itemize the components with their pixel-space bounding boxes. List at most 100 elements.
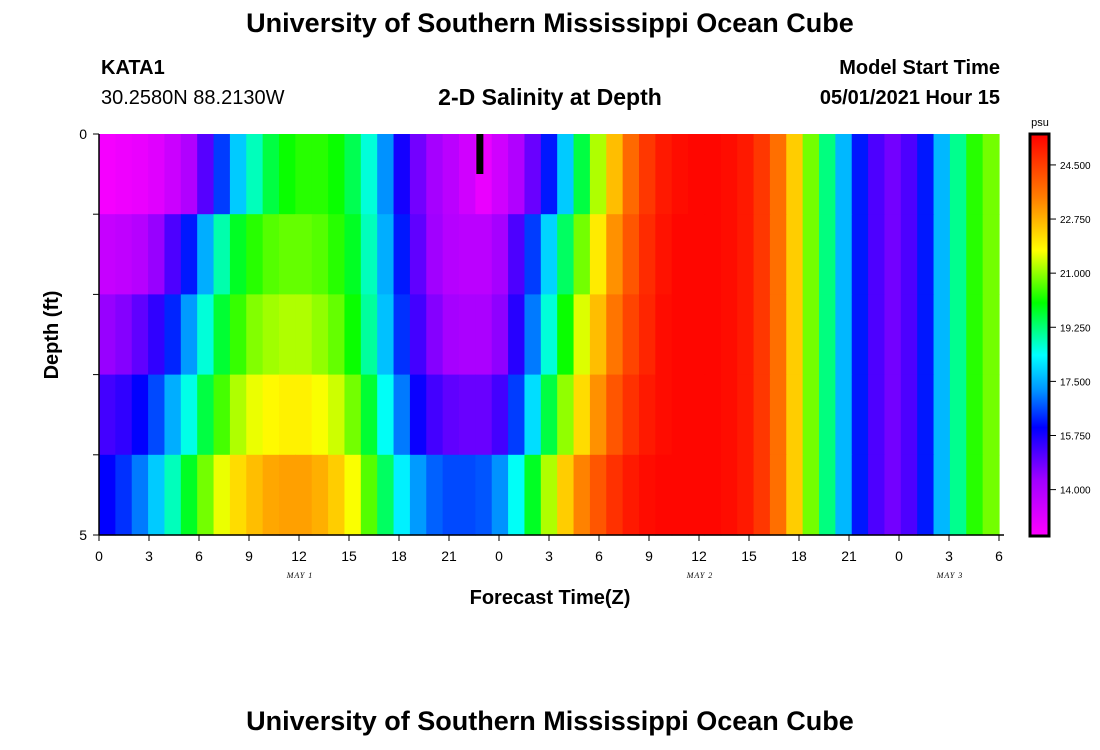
heatmap-cell — [99, 374, 116, 456]
heatmap-cell — [982, 214, 1000, 295]
heatmap-cell — [868, 374, 886, 456]
heatmap-cell — [786, 214, 804, 295]
heatmap-cell — [328, 134, 346, 215]
heatmap-cell — [164, 454, 182, 536]
heatmap-cell — [900, 454, 918, 536]
heatmap-cell — [639, 134, 656, 215]
heatmap-cell — [704, 214, 722, 295]
heatmap-cell — [933, 214, 951, 295]
heatmap-cell — [557, 374, 575, 456]
heatmap-cell — [982, 294, 1000, 376]
heatmap-cell — [573, 294, 591, 376]
heatmap-cell — [442, 214, 460, 295]
heatmap-cell — [671, 134, 689, 215]
heatmap-cell — [769, 134, 787, 215]
heatmap-cell — [753, 134, 771, 215]
heatmap-cells — [99, 134, 1000, 536]
heatmap-cell — [180, 454, 198, 536]
heatmap-cell — [851, 454, 869, 536]
colorbar-label: 15.750 — [1060, 432, 1091, 443]
heatmap-cell — [475, 374, 493, 456]
heatmap-cell — [966, 374, 984, 456]
heatmap-cell — [311, 294, 329, 376]
heatmap-cell — [851, 214, 869, 295]
heatmap-cell — [148, 294, 166, 376]
heatmap-cell — [295, 134, 313, 215]
heatmap-cell — [540, 454, 558, 536]
heatmap-cell — [917, 214, 935, 295]
heatmap-cell — [115, 134, 133, 215]
heatmap-cell — [949, 214, 967, 295]
heatmap-cell — [197, 454, 215, 536]
heatmap-cell — [442, 374, 460, 456]
heatmap-cell — [655, 134, 673, 215]
heatmap-cell — [524, 374, 542, 456]
heatmap-cell — [949, 294, 967, 376]
heatmap-cell — [360, 214, 378, 295]
heatmap-cell — [377, 294, 395, 376]
heatmap-cell — [360, 454, 378, 536]
heatmap-cell — [459, 294, 476, 376]
heatmap-cell — [786, 294, 804, 376]
heatmap-cell — [491, 294, 509, 376]
heatmap-cell — [917, 294, 935, 376]
heatmap-cell — [868, 214, 886, 295]
heatmap-cell — [197, 134, 215, 215]
x-tick-label: 21 — [841, 548, 857, 564]
heatmap-cell — [606, 454, 624, 536]
x-tick-label: 15 — [741, 548, 757, 564]
heatmap-cell — [540, 134, 558, 215]
heatmap-cell — [540, 214, 558, 295]
heatmap-cell — [589, 294, 607, 376]
x-tick-label: 0 — [895, 548, 903, 564]
heatmap-cell — [442, 294, 460, 376]
heatmap-cell — [573, 214, 591, 295]
heatmap-cell — [720, 294, 738, 376]
heatmap-cell — [491, 134, 509, 215]
heatmap-cell — [884, 294, 902, 376]
heatmap-cell — [262, 454, 280, 536]
heatmap-cell — [982, 374, 1000, 456]
heatmap-cell — [164, 214, 182, 295]
heatmap-cell — [393, 134, 411, 215]
heatmap-cell — [344, 454, 362, 536]
heatmap-cell — [229, 374, 247, 456]
heatmap-cell — [589, 374, 607, 456]
heatmap-cell — [262, 374, 280, 456]
x-tick-label: 15 — [341, 548, 357, 564]
heatmap-cell — [622, 214, 640, 295]
heatmap-cell — [360, 294, 378, 376]
heatmap-cell — [589, 134, 607, 215]
date-label: MAY 1 — [286, 571, 314, 580]
y-axis-title: Depth (ft) — [41, 291, 63, 380]
heatmap-cell — [819, 294, 836, 376]
heatmap-cell — [279, 134, 296, 215]
heatmap-cell — [786, 134, 804, 215]
heatmap-cell — [737, 214, 755, 295]
heatmap-cell — [442, 134, 460, 215]
heatmap-cell — [115, 454, 133, 536]
heatmap-cell — [753, 294, 771, 376]
x-axis-title: Forecast Time(Z) — [470, 587, 631, 609]
heatmap-cell — [409, 214, 427, 295]
station-location: 30.2580N 88.2130W — [101, 87, 285, 109]
heatmap-cell — [344, 214, 362, 295]
heatmap-cell — [197, 374, 215, 456]
heatmap-cell — [704, 374, 722, 456]
heatmap-cell — [573, 134, 591, 215]
heatmap-cell — [475, 294, 493, 376]
heatmap-cell — [524, 454, 542, 536]
heatmap-cell — [884, 454, 902, 536]
heatmap-cell — [180, 294, 198, 376]
heatmap-cell — [835, 454, 853, 536]
heatmap-cell — [835, 134, 853, 215]
heatmap-cell — [360, 134, 378, 215]
heatmap-cell — [606, 214, 624, 295]
heatmap-cell — [737, 134, 755, 215]
heatmap-cell — [802, 294, 820, 376]
heatmap-cell — [491, 454, 509, 536]
heatmap-cell — [377, 214, 395, 295]
colorbar: psu 24.500 22.750 21.000 19.250 17.500 15.750… — [1028, 117, 1091, 538]
heatmap-cell — [344, 294, 362, 376]
